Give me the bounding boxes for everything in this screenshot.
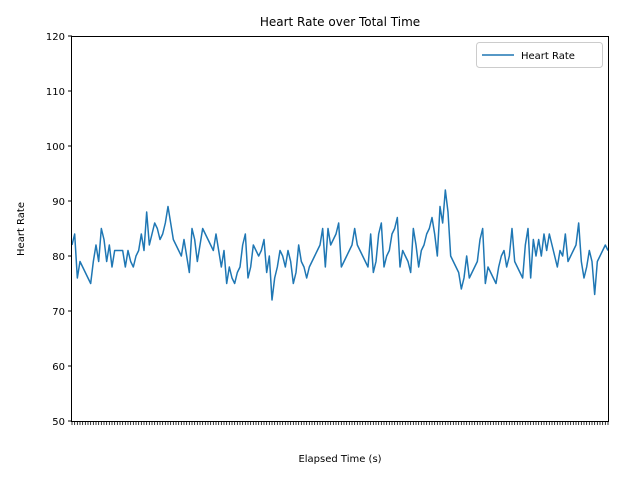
y-tick-label: 100 — [46, 142, 65, 153]
legend-label: Heart Rate — [521, 51, 575, 62]
plot-frame — [71, 36, 609, 422]
series-line-heart-rate — [71, 189, 609, 301]
y-tick-label: 110 — [46, 87, 65, 98]
y-axis-ticks: 50 60 70 80 90 100 110 120 — [46, 32, 72, 428]
y-tick-label: 70 — [52, 307, 65, 318]
series-layer — [71, 189, 609, 301]
y-tick-label: 80 — [52, 252, 65, 263]
legend: Heart Rate — [476, 42, 603, 68]
y-tick-label: 60 — [52, 362, 65, 373]
x-axis-label: Elapsed Time (s) — [298, 454, 381, 465]
y-tick-label: 120 — [46, 32, 65, 43]
y-tick-label: 50 — [52, 417, 65, 428]
chart-title: Heart Rate over Total Time — [260, 15, 420, 29]
y-axis-label: Heart Rate — [16, 202, 27, 256]
y-tick-label: 90 — [52, 197, 65, 208]
legend-box — [476, 42, 603, 68]
